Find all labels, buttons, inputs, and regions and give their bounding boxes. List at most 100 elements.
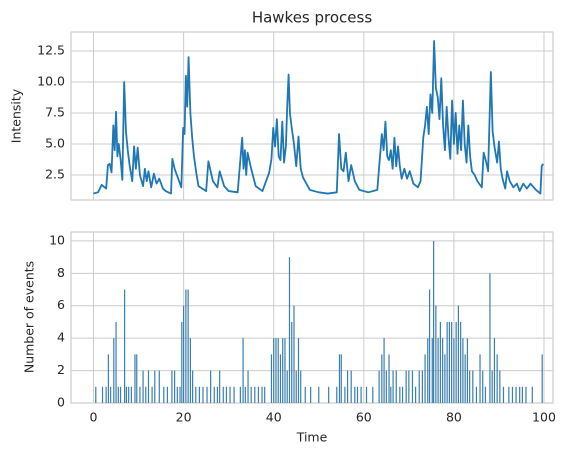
bar [502, 386, 505, 403]
bar [270, 354, 273, 403]
bar [282, 338, 284, 403]
y-tick-label: 5.0 [45, 135, 65, 150]
bar [455, 321, 457, 403]
bar [525, 386, 527, 403]
bar [216, 386, 219, 403]
bar [399, 386, 401, 403]
bar [179, 386, 181, 403]
bar [469, 370, 471, 403]
bar [105, 386, 107, 403]
bar [225, 386, 228, 403]
bar [239, 386, 241, 403]
bar [521, 386, 523, 403]
bar [378, 370, 380, 403]
bar [390, 386, 392, 403]
bar [531, 386, 533, 403]
bar [174, 370, 176, 403]
bar [428, 289, 431, 403]
bar [433, 240, 435, 403]
bar [310, 386, 312, 403]
bar [119, 386, 122, 403]
bar [176, 386, 178, 403]
bar [340, 354, 342, 403]
bar [115, 321, 117, 403]
y-tick-label: 0 [57, 395, 65, 410]
bar [421, 370, 423, 403]
bar [213, 386, 215, 403]
bar [158, 370, 160, 403]
y-axis-label: Intensity [9, 88, 24, 143]
bar [439, 321, 441, 403]
bar [519, 386, 521, 403]
bar [107, 354, 109, 403]
y-tick-label: 8 [57, 265, 65, 280]
bar [151, 386, 153, 403]
bar [206, 386, 208, 403]
bar [136, 354, 138, 403]
bar [437, 338, 439, 403]
x-tick-label: 100 [532, 410, 556, 425]
bar [405, 370, 407, 403]
y-tick-label: 2.5 [45, 166, 65, 181]
bar [496, 354, 498, 403]
bar [472, 370, 474, 403]
y-tick-label: 4 [57, 330, 65, 345]
y-tick-label: 6 [57, 297, 65, 312]
bar [295, 370, 297, 403]
bar [222, 386, 224, 403]
bar [187, 289, 189, 403]
bar [166, 386, 168, 403]
bar [372, 386, 374, 403]
bar [171, 370, 173, 403]
bar [451, 321, 453, 403]
y-tick-label: 10.0 [37, 73, 65, 88]
bar [475, 386, 478, 403]
bar [442, 338, 444, 403]
bar [101, 386, 104, 403]
bar [453, 338, 455, 403]
bar [448, 321, 450, 403]
bar [284, 338, 286, 403]
y-tick-label: 2 [57, 362, 65, 377]
bar [110, 386, 112, 403]
bar [242, 338, 244, 403]
bar [264, 386, 266, 403]
bar [388, 354, 390, 403]
bar [395, 370, 397, 403]
bar [444, 354, 446, 403]
bar [124, 289, 126, 403]
bar [117, 386, 119, 403]
bar [300, 370, 302, 403]
bar [273, 338, 275, 403]
bar [383, 338, 385, 403]
bar [291, 321, 293, 403]
x-tick-label: 20 [176, 410, 192, 425]
bar [286, 370, 288, 403]
bar [210, 370, 212, 403]
bar [189, 338, 191, 403]
bar [418, 370, 420, 403]
bar [304, 386, 306, 403]
bar [484, 386, 487, 403]
bar [113, 338, 115, 403]
bar [142, 370, 144, 403]
bar [328, 386, 330, 403]
bar [401, 386, 404, 403]
bar [499, 370, 501, 403]
bar [275, 338, 277, 403]
bar [479, 354, 481, 403]
axes-frame [70, 231, 554, 404]
bar [229, 386, 231, 403]
bar [354, 386, 356, 403]
bar [257, 386, 259, 403]
bar [392, 370, 394, 403]
bar [195, 386, 197, 403]
chart-title: Hawkes process [252, 9, 373, 27]
bar [163, 386, 165, 403]
bar [192, 370, 194, 403]
x-tick-label: 60 [356, 410, 372, 425]
bar [288, 257, 291, 403]
bar [424, 354, 426, 403]
bar [541, 354, 543, 403]
